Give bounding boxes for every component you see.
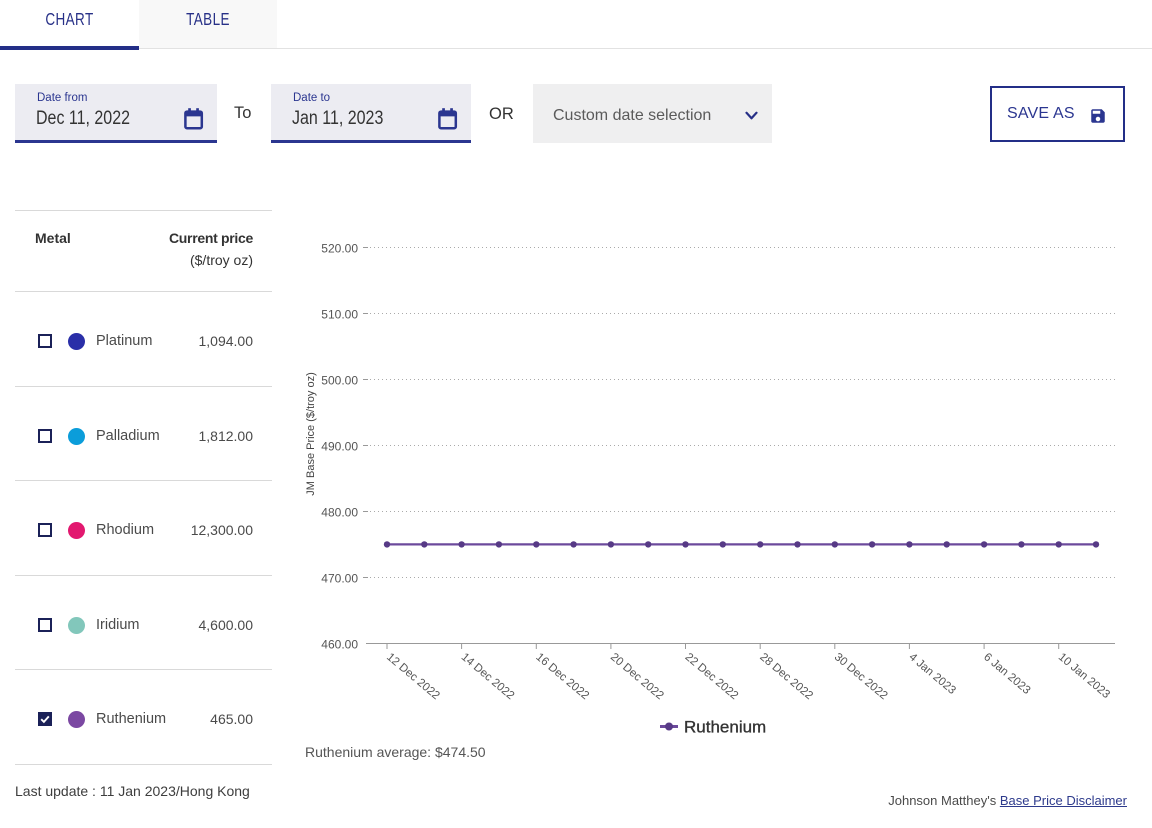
svg-text:Ruthenium: Ruthenium — [684, 718, 766, 737]
svg-text:6 Jan 2023: 6 Jan 2023 — [981, 651, 1032, 697]
svg-text:20 Dec 2022: 20 Dec 2022 — [608, 651, 666, 702]
svg-text:470.00: 470.00 — [321, 572, 358, 586]
svg-text:490.00: 490.00 — [321, 440, 358, 454]
svg-text:14 Dec 2022: 14 Dec 2022 — [459, 651, 517, 702]
svg-text:500.00: 500.00 — [321, 374, 358, 388]
svg-text:520.00: 520.00 — [321, 242, 358, 256]
svg-text:30 Dec 2022: 30 Dec 2022 — [832, 651, 890, 702]
svg-text:10 Jan 2023: 10 Jan 2023 — [1056, 651, 1112, 701]
svg-text:JM Base Price ($/troy oz): JM Base Price ($/troy oz) — [305, 372, 317, 495]
svg-text:4 Jan 2023: 4 Jan 2023 — [906, 651, 957, 697]
svg-text:480.00: 480.00 — [321, 506, 358, 520]
svg-text:510.00: 510.00 — [321, 308, 358, 322]
svg-text:22 Dec 2022: 22 Dec 2022 — [683, 651, 741, 702]
svg-text:12 Dec 2022: 12 Dec 2022 — [384, 651, 442, 702]
svg-text:16 Dec 2022: 16 Dec 2022 — [533, 651, 591, 702]
svg-text:460.00: 460.00 — [321, 638, 358, 652]
svg-text:28 Dec 2022: 28 Dec 2022 — [757, 651, 815, 702]
